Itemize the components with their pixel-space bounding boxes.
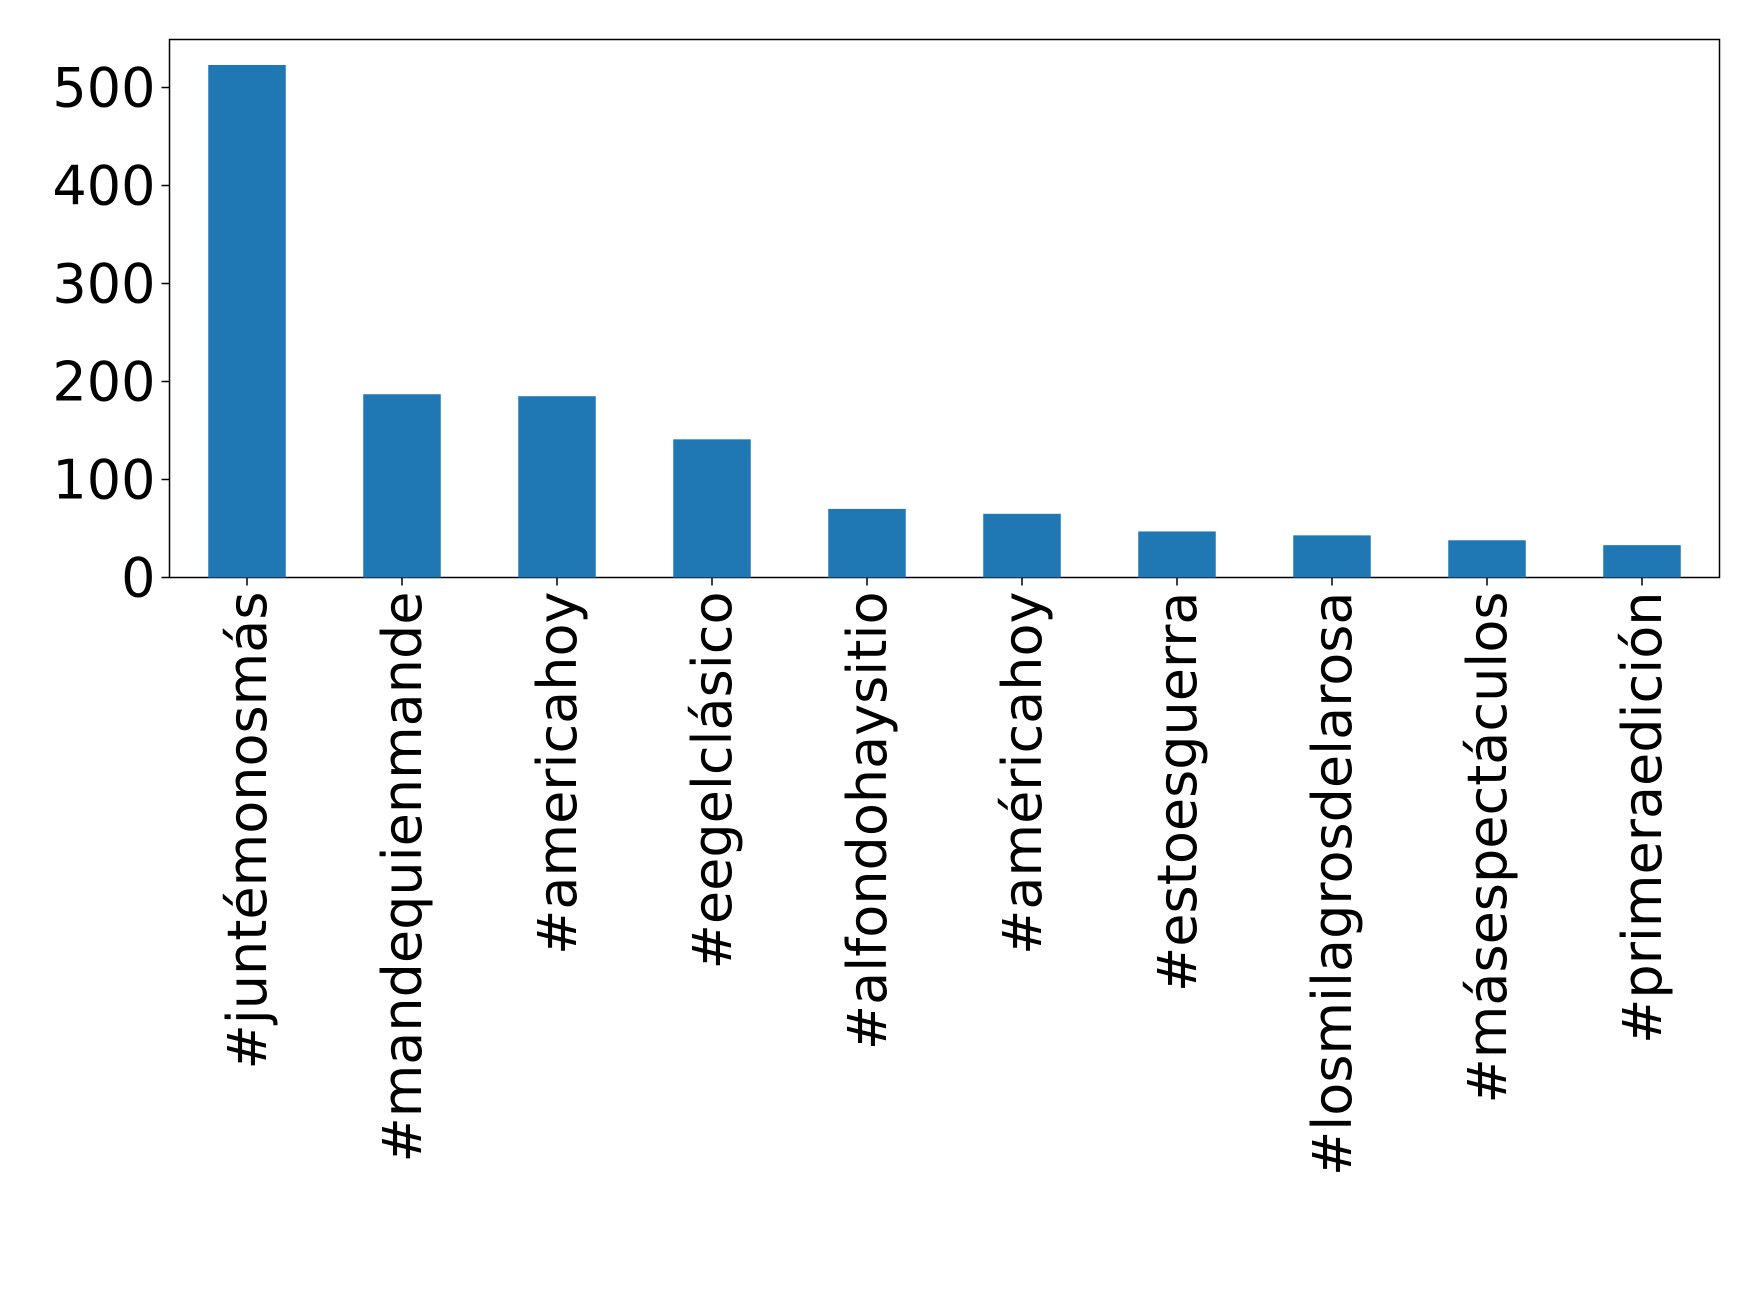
- x-tick-label: #eegelclásico: [681, 592, 744, 970]
- x-tick-label: #américahoy: [991, 592, 1054, 955]
- bar: [518, 396, 596, 578]
- bar: [1603, 545, 1681, 578]
- bar: [1448, 540, 1526, 578]
- bar: [1293, 535, 1371, 578]
- bar: [1138, 531, 1216, 578]
- bar: [673, 439, 751, 578]
- y-tick-label: 0: [121, 547, 155, 610]
- y-tick-label: 300: [52, 253, 155, 316]
- x-tick-label: #mandequienmande: [371, 592, 434, 1163]
- x-tick-label: #alfondohaysitio: [836, 592, 899, 1051]
- x-tick-label: #primeraedición: [1611, 592, 1674, 1044]
- x-tick-label: #juntémonosmás: [216, 592, 279, 1070]
- x-tick-label: #másespectáculos: [1456, 592, 1519, 1104]
- y-tick-label: 500: [52, 57, 155, 120]
- plot-frame: [168, 38, 1721, 579]
- x-tick-label: #losmilagrosdelarosa: [1301, 592, 1364, 1176]
- x-tick-label: #americahoy: [526, 592, 589, 955]
- bar: [363, 394, 441, 578]
- bar: [828, 508, 906, 578]
- y-tick-label: 400: [52, 155, 155, 218]
- y-tick-label: 100: [52, 449, 155, 512]
- y-tick-label: 200: [52, 351, 155, 414]
- bar: [208, 64, 286, 578]
- bar: [983, 513, 1061, 578]
- x-tick-label: #estoesguerra: [1146, 592, 1209, 992]
